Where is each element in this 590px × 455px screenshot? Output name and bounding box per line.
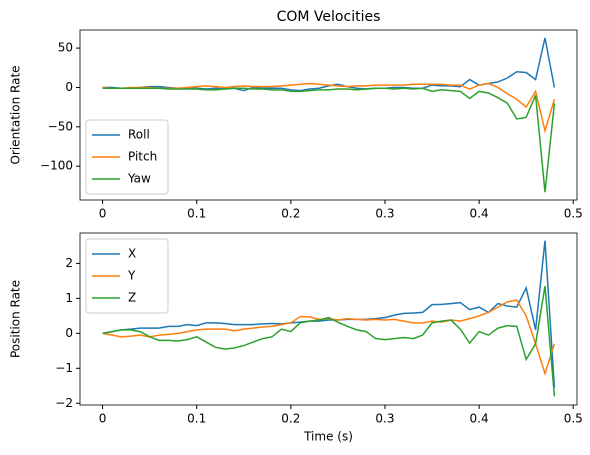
series-line	[102, 87, 556, 193]
series-line	[102, 37, 556, 92]
y-tick-label: −50	[48, 119, 73, 133]
series-line	[102, 82, 556, 134]
x-tick-label: 0.1	[187, 207, 206, 221]
y-tick-label: −100	[40, 159, 73, 173]
x-axis-label: Time (s)	[303, 430, 353, 444]
y-tick-label: 0	[65, 80, 73, 94]
y-tick-label: −2	[55, 396, 73, 410]
x-tick-label: 0.5	[564, 207, 583, 221]
axes-frame	[79, 29, 578, 201]
x-tick-label: 0.3	[375, 207, 394, 221]
legend-label: Pitch	[128, 150, 157, 164]
x-tick-label: 0	[99, 207, 107, 221]
x-tick-label: 0.4	[470, 412, 489, 426]
x-tick-label: 0.4	[470, 207, 489, 221]
axes-frame	[79, 232, 578, 406]
y-tick-label: −1	[55, 361, 73, 375]
x-tick-label: 0.3	[375, 412, 394, 426]
y-tick-label: 2	[65, 256, 73, 270]
chart-title: COM Velocities	[277, 9, 381, 25]
legend-label: Yaw	[127, 172, 151, 186]
y-tick-label: 50	[58, 41, 73, 55]
series-line	[102, 286, 556, 397]
x-tick-label: 0.5	[564, 412, 583, 426]
legend-label: Roll	[128, 128, 150, 142]
x-tick-label: 0.2	[281, 207, 300, 221]
legend-label: Z	[128, 291, 136, 305]
y-tick-label: 0	[65, 326, 73, 340]
x-tick-label: 0.1	[187, 412, 206, 426]
legend-label: X	[128, 247, 136, 261]
legend-label: Y	[127, 269, 136, 283]
y-axis-label: Position Rate	[9, 280, 23, 358]
y-tick-label: 1	[65, 291, 73, 305]
x-tick-label: 0.2	[281, 412, 300, 426]
y-axis-label: Orientation Rate	[9, 65, 23, 164]
x-tick-label: 0	[99, 412, 107, 426]
legend-box	[85, 238, 169, 314]
series-line	[102, 299, 556, 377]
legend-box	[85, 119, 169, 195]
series-line	[102, 240, 556, 388]
